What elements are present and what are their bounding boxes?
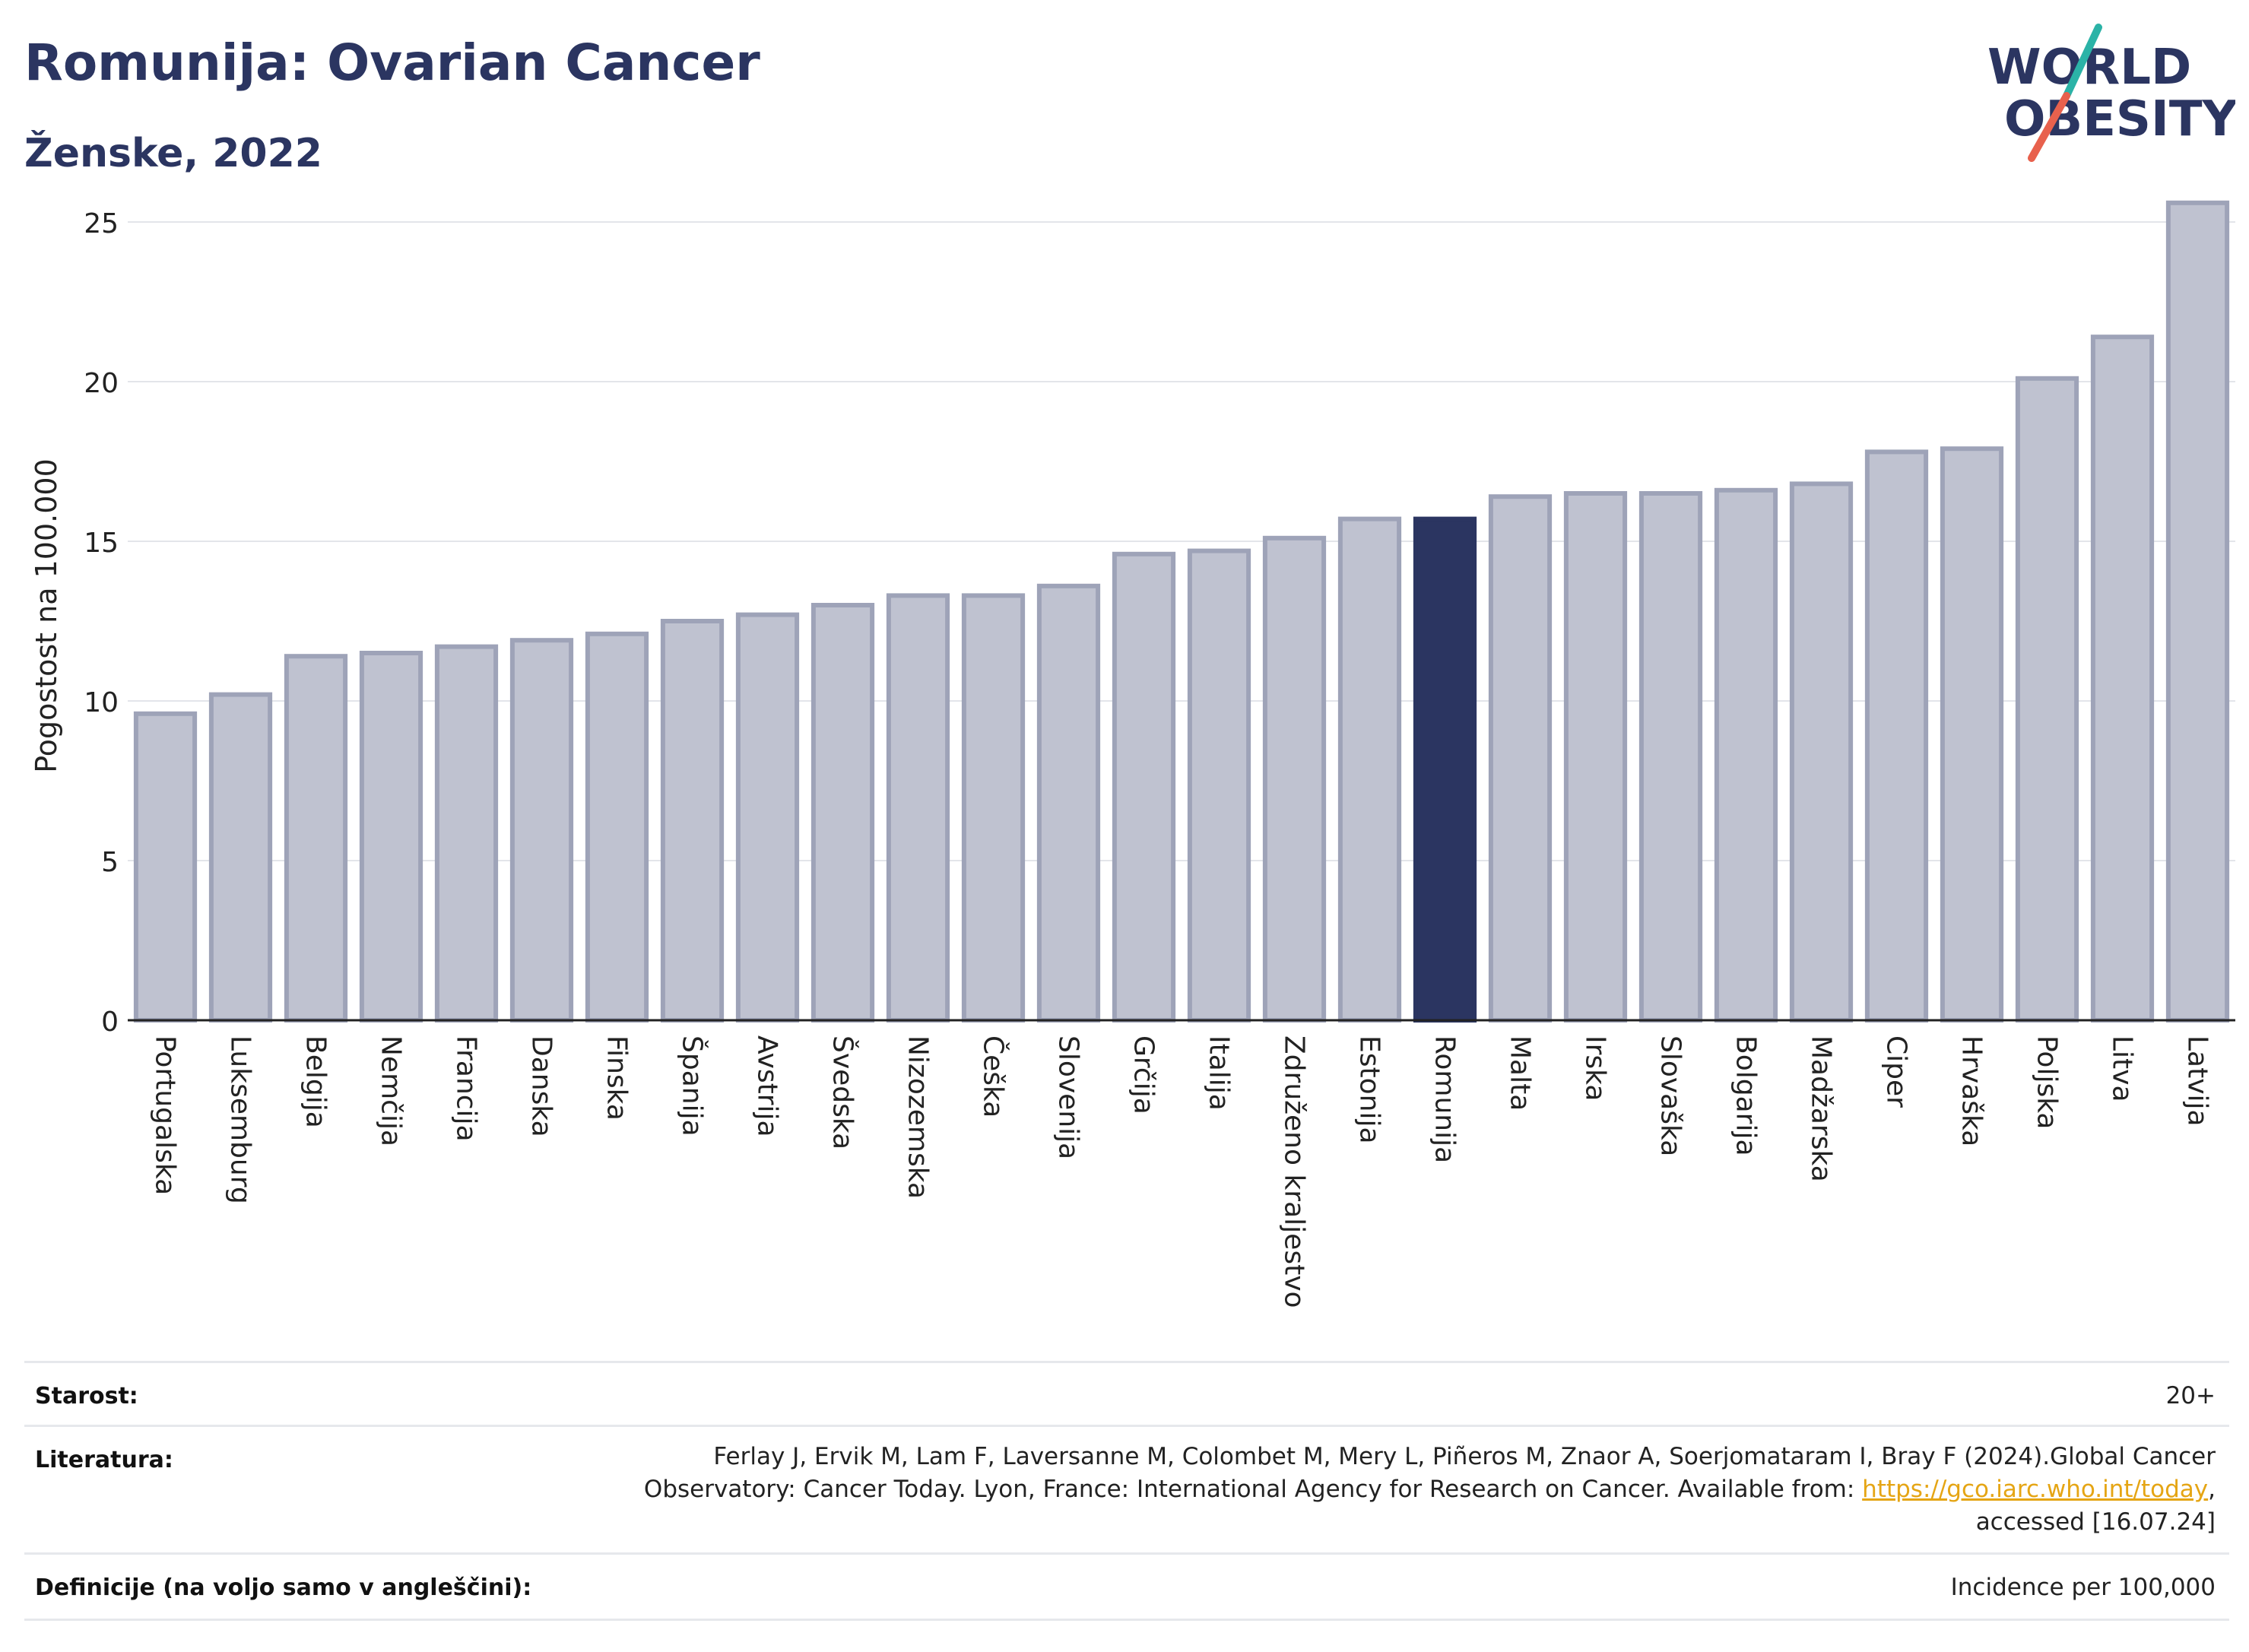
reference-line-2: Observatory: Cancer Today. Lyon, France:… <box>643 1476 1863 1503</box>
bar <box>1036 583 1101 1023</box>
reference-line-3: accessed [16.07.24] <box>1975 1508 2216 1536</box>
bar <box>660 619 725 1023</box>
bar <box>2090 335 2155 1023</box>
bar <box>735 612 800 1023</box>
x-tick-label: Švedska <box>827 1035 859 1149</box>
x-tick-label: Bolgarija <box>1730 1035 1762 1156</box>
y-tick-label: 0 <box>101 1007 119 1038</box>
footer-row-age: Starost: 20+ <box>24 1361 2229 1427</box>
age-value: 20+ <box>2165 1382 2216 1409</box>
x-tick-label: Litva <box>2107 1035 2138 1102</box>
reference-line-1: Ferlay J, Ervik M, Lam F, Laversanne M, … <box>713 1443 2216 1470</box>
x-tick-label: Hrvaška <box>1956 1035 1987 1146</box>
x-tick-label: Estonija <box>1354 1035 1385 1144</box>
y-tick-label: 5 <box>101 847 119 878</box>
x-tick-label: Danska <box>526 1035 557 1137</box>
y-axis-label: Pogostost na 100.000 <box>30 458 63 773</box>
y-tick-label: 15 <box>84 528 119 559</box>
x-tick-label: Poljska <box>2032 1035 2063 1130</box>
bar <box>1563 491 1628 1023</box>
reference-label: Literatura: <box>35 1447 173 1473</box>
bar <box>133 711 198 1023</box>
definitions-value: Incidence per 100,000 <box>1950 1574 2216 1601</box>
x-tick-label: Grčija <box>1128 1035 1159 1115</box>
bar <box>585 631 649 1023</box>
bar <box>810 603 875 1023</box>
reference-comma: , <box>2208 1476 2216 1503</box>
x-tick-label: Portugalska <box>150 1035 181 1195</box>
y-tick-label: 25 <box>84 208 119 239</box>
chart-subtitle: Ženske, 2022 <box>24 131 322 176</box>
bar <box>1864 449 1929 1023</box>
bar <box>1488 494 1553 1023</box>
bar <box>1940 446 2004 1023</box>
x-tick-label: Nizozemska <box>902 1035 934 1199</box>
bar <box>886 593 950 1023</box>
age-label: Starost: <box>35 1383 138 1409</box>
bar <box>1337 516 1402 1023</box>
bar-highlight <box>1413 516 1477 1023</box>
logo-slash-bottom <box>2028 92 2070 162</box>
bar <box>961 593 1026 1023</box>
world-obesity-logo: WORLD OBESITY <box>1987 24 2235 162</box>
bars <box>133 200 2230 1023</box>
x-tick-label: Irska <box>1580 1035 1611 1101</box>
x-tick-label: Ciper <box>1881 1035 1912 1108</box>
chart-title: Romunija: Ovarian Cancer <box>24 33 760 92</box>
bar <box>1638 491 1703 1023</box>
logo-slash-top <box>2063 24 2102 100</box>
x-tick-label: Romunija <box>1429 1035 1461 1163</box>
bar <box>359 651 423 1023</box>
x-tick-label: Italija <box>1204 1035 1235 1111</box>
x-tick-label: Malta <box>1505 1035 1536 1111</box>
reference-text: Ferlay J, Ervik M, Lam F, Laversanne M, … <box>467 1441 2216 1539</box>
axes: 0 5 10 15 20 25 Portugalska Luksemburg Belgija Ne… <box>84 208 2235 1308</box>
bar <box>284 654 348 1023</box>
x-tick-label: Združeno kraljestvo <box>1279 1035 1310 1308</box>
bar <box>2165 200 2230 1023</box>
x-tick-label: Finska <box>601 1035 633 1121</box>
reference-link[interactable]: https://gco.iarc.who.int/today <box>1862 1476 2209 1503</box>
bar <box>1789 481 1854 1023</box>
bar <box>1112 551 1176 1023</box>
definitions-label: Definicije (na voljo samo v angleščini): <box>35 1574 532 1601</box>
footer-row-definitions: Definicije (na voljo samo v angleščini):… <box>24 1552 2229 1621</box>
x-tick-label: Latvija <box>2182 1035 2213 1127</box>
bar <box>1714 487 1778 1023</box>
x-tick-label: Belgija <box>300 1035 331 1128</box>
bar <box>1187 548 1251 1023</box>
x-tick-label: Češka <box>978 1035 1010 1118</box>
bar <box>1262 535 1327 1023</box>
y-tick-label: 10 <box>84 687 119 718</box>
x-tick-label: Luksemburg <box>225 1035 256 1204</box>
x-tick-label: Madžarska <box>1806 1035 1837 1182</box>
bar <box>509 638 574 1023</box>
bar <box>434 644 499 1023</box>
x-tick-label: Francija <box>451 1035 482 1142</box>
bar <box>208 692 273 1023</box>
y-tick-label: 20 <box>84 368 119 399</box>
x-tick-label: Avstrija <box>752 1035 783 1137</box>
footer-row-reference: Literatura: Ferlay J, Ervik M, Lam F, La… <box>24 1425 2229 1555</box>
bar <box>2015 376 2079 1023</box>
bar-chart: 0 5 10 15 20 25 Portugalska Luksemburg Belgija Ne… <box>30 200 2235 1308</box>
x-tick-label: Nemčija <box>376 1035 407 1146</box>
x-tick-label: Slovenija <box>1053 1035 1084 1159</box>
x-tick-label: Španija <box>677 1035 709 1137</box>
x-tick-label: Slovaška <box>1655 1035 1686 1156</box>
